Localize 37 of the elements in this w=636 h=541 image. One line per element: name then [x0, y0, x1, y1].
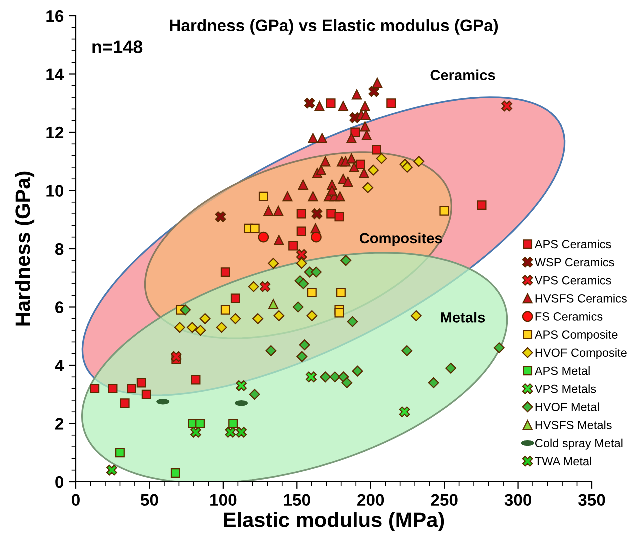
x-tick-label: 100	[210, 494, 237, 506]
y-tick-label: 12	[46, 126, 64, 139]
y-tick-label: 10	[46, 185, 64, 197]
y-tick-label: 2	[56, 418, 64, 430]
chart-title: Hardness (GPa) vs Elastic modulus (GPa)	[170, 19, 498, 35]
x-tick-label: 300	[504, 494, 532, 506]
annotation: Metals	[441, 312, 486, 323]
y-tick-label: 4	[55, 360, 64, 372]
legend-label: FS Ceramics	[536, 312, 603, 321]
x-tick-label: 50	[140, 494, 158, 506]
legend-label: VPS Ceramics	[534, 276, 612, 285]
x-tick-label: 150	[284, 494, 310, 506]
legend-label: APS Ceramics	[534, 240, 612, 249]
legend-label: TWA Metal	[535, 456, 592, 466]
legend-label: VPS Metals	[534, 384, 596, 394]
legend-label: HVSFS Metals	[536, 420, 612, 430]
annotation: Composites	[360, 232, 442, 246]
x-tick-label: 200	[358, 494, 384, 506]
legend-label: APS Metal	[534, 366, 590, 376]
x-tick-label: 350	[578, 494, 606, 506]
annotation: n=148	[92, 40, 143, 54]
y-tick-label: 14	[46, 68, 64, 80]
y-tick-label: 8	[55, 243, 64, 256]
x-tick-label: 250	[431, 494, 458, 506]
y-axis-title: Hardness (GPa)	[15, 172, 35, 326]
legend-label: HVOF Composite	[536, 348, 627, 360]
y-tick-label: 16	[46, 10, 64, 22]
x-tick-label: 0	[72, 494, 80, 506]
y-tick-label: 6	[56, 302, 64, 314]
legend-label: WSP Ceramics	[534, 258, 614, 267]
annotation: Ceramics	[430, 70, 496, 80]
legend-label: HVOF Metal	[536, 402, 600, 412]
y-tick-label: 0	[56, 476, 64, 488]
legend-label: HVSFS Ceramics	[536, 294, 627, 303]
legend-label: APS Composite	[534, 330, 618, 342]
x-axis-title: Elastic modulus (MPa)	[224, 512, 444, 532]
legend-label: Cold spray Metal	[535, 438, 623, 450]
